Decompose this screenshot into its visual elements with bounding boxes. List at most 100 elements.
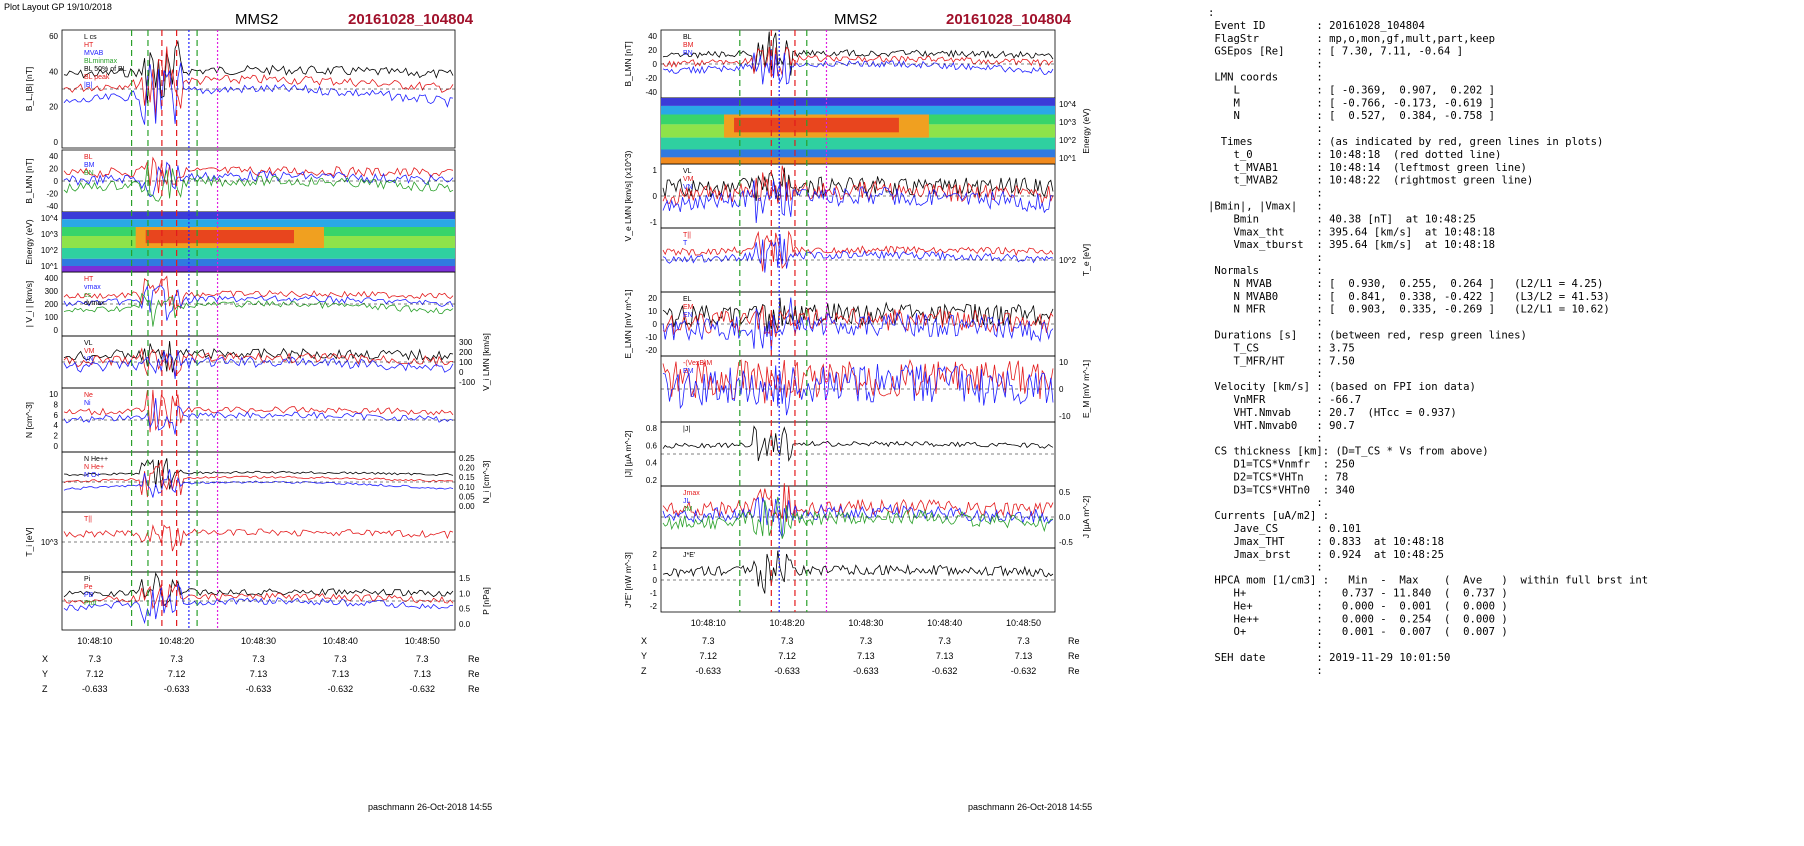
legend-entry: VN [84, 356, 94, 363]
tick-label: 300 [459, 338, 473, 347]
footer-text: paschmann 26-Oct-2018 14:55 [968, 802, 1092, 812]
panel-frame [61, 387, 456, 453]
time-tick-label: 10:48:20 [159, 636, 194, 646]
info-line: H+ : 0.737 - 11.840 ( 0.737 ) [1208, 588, 1508, 600]
coord-row-label: Y [42, 669, 48, 679]
panel-8: T|| 10^3 T_i [eV] [24, 511, 456, 573]
info-line: Vmax_tburst : 395.64 [km/s] at 10:48:18 [1208, 239, 1495, 251]
series-line [63, 46, 454, 118]
legend-entry: Pi [84, 576, 91, 583]
tick-label: 0.5 [459, 605, 471, 614]
info-line: L : [ -0.369, 0.907, 0.202 ] [1208, 84, 1495, 96]
info-line: T_MFR/HT : 7.50 [1208, 355, 1355, 367]
coord-row-label: X [641, 636, 647, 646]
info-line: He++ : 0.000 - 0.254 ( 0.000 ) [1208, 613, 1508, 625]
footer-text: paschmann 26-Oct-2018 14:55 [368, 802, 492, 812]
legend-entry: N O+ [84, 472, 101, 479]
info-line: : [1208, 665, 1323, 677]
coord-row-label: Z [641, 666, 647, 676]
spectrogram-band [62, 258, 455, 266]
info-line: M : [ -0.766, -0.173, -0.619 ] [1208, 97, 1495, 109]
coord-unit: Re [468, 654, 480, 664]
series-line [63, 583, 454, 625]
spectrogram-band [661, 149, 1055, 158]
axis-label: Energy (eV) [1081, 108, 1091, 154]
legend-entry: BLminmax [84, 58, 118, 65]
coord-value: 7.3 [88, 654, 101, 664]
tick-label: 1 [653, 563, 658, 572]
info-line: : [1208, 497, 1323, 509]
info-line: Event ID : 20161028_104804 [1208, 20, 1425, 32]
legend-entry: J*E' [683, 552, 695, 559]
time-tick-label: 10:48:20 [770, 618, 805, 628]
coord-value: 7.12 [778, 651, 796, 661]
info-line: Currents [uA/m2] : [1208, 510, 1329, 522]
info-line: O+ : 0.001 - 0.007 ( 0.007 ) [1208, 626, 1508, 638]
legend-entry: HT [84, 276, 94, 283]
coord-value: -0.633 [853, 666, 879, 676]
coord-row-label: X [42, 654, 48, 664]
info-line: Times : (as indicated by red, green line… [1208, 136, 1603, 148]
panel-frame [61, 29, 456, 149]
info-line: : [1208, 433, 1323, 445]
tick-label: -40 [645, 88, 657, 97]
tick-label: 200 [459, 348, 473, 357]
tick-label: 1.0 [459, 589, 471, 598]
info-line: HPCA mom [1/cm3] : Min - Max ( Ave ) wit… [1208, 575, 1648, 587]
tick-label: -0.5 [1059, 538, 1073, 547]
info-line: D3=TCS*VHTn0 : 340 [1208, 484, 1355, 496]
axis-label: V_e LMN [km/s] (x10^3) [623, 150, 633, 241]
series-line [662, 165, 1054, 207]
event-info-panel: : Event ID : 20161028_104804 FlagStr : m… [1206, 6, 1801, 836]
tick-label: 10 [1059, 358, 1068, 367]
event-info-text: : Event ID : 20161028_104804 FlagStr : m… [1208, 7, 1648, 677]
tick-label: 10^2 [1059, 136, 1077, 145]
tick-label: 10^4 [41, 214, 59, 223]
info-line: t_MVAB1 : 10:48:14 (leftmost green line) [1208, 162, 1527, 174]
spectrogram-band [62, 248, 455, 259]
info-line: : [1208, 252, 1323, 264]
spectrogram-hot-core [734, 117, 899, 133]
series-line [63, 469, 454, 498]
legend-entry: PB [84, 592, 94, 599]
panel-frame [61, 511, 456, 573]
tick-label: 0.0 [1059, 513, 1071, 522]
left-plot-svg: Plot Layout GP 19/10/2018 MMS2 20161028_10… [4, 2, 492, 812]
axis-label: | V_i | [km/s] [24, 281, 34, 327]
spectrogram-low-band [661, 157, 1055, 164]
time-tick-label: 10:48:10 [691, 618, 726, 628]
legend-entry: -(VexB)M [683, 360, 712, 367]
series-line [662, 46, 1054, 78]
panel-frame [61, 571, 456, 631]
spectrogram-band [62, 219, 455, 227]
legend-entry: BN [683, 50, 693, 57]
tick-label: 0 [653, 192, 658, 201]
info-line: Bmin : 40.38 [nT] at 10:48:25 [1208, 213, 1476, 225]
info-line: Normals : [1208, 265, 1323, 277]
info-line: N MVAB : [ 0.930, 0.255, 0.264 ] (L2/L1 … [1208, 278, 1603, 290]
legend-entry: BM [84, 162, 95, 169]
tick-label: 6 [54, 411, 59, 420]
tick-label: 0 [54, 138, 59, 147]
coord-unit: Re [468, 684, 480, 694]
series-line [662, 363, 1054, 416]
series-line [662, 359, 1054, 404]
series-line [662, 297, 1054, 352]
panel-7: N He++N He+N O+ 0.250.200.150.100.050.00 N… [61, 451, 491, 513]
time-tick-label: 10:48:40 [323, 636, 358, 646]
middle-plot-page: Plot layout GP 19/10/2018MMS220161028_10… [84, 0, 1180, 841]
legend-entry: dvmax [84, 300, 105, 307]
tick-label: -2 [650, 602, 658, 611]
info-line: : [1208, 7, 1214, 19]
legend-entry: JM [683, 506, 693, 513]
info-line: FlagStr : mp,o,mon,gf,mult,part,keep [1208, 33, 1495, 45]
series-line [63, 347, 453, 377]
info-line: : [1208, 562, 1323, 574]
series-line [63, 572, 454, 607]
info-line: Jmax_THT : 0.833 at 10:48:18 [1208, 536, 1444, 548]
